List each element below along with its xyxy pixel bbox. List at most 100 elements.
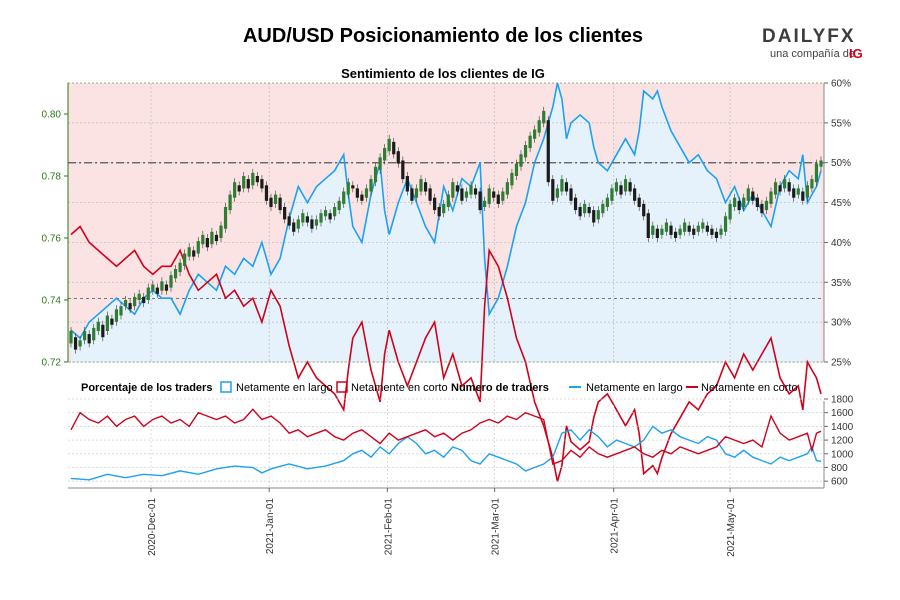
legend-num-short-label: Netamente en corto: [701, 382, 798, 394]
candle-body: [119, 306, 123, 316]
candle-body: [351, 185, 355, 189]
candle-body: [683, 222, 687, 232]
candle-body: [96, 321, 100, 331]
candle-body: [533, 129, 537, 139]
candle-body: [592, 210, 596, 223]
candle-body: [437, 207, 441, 217]
candle-body: [646, 213, 650, 238]
brand-logo: DAILYFX una compañía de IG: [762, 26, 863, 61]
candle-body: [473, 188, 478, 195]
chart-subtitle: Sentimiento de los clientes de IG: [341, 66, 545, 81]
candle-body: [678, 228, 682, 235]
candle-body: [396, 151, 400, 164]
candle-body: [455, 185, 459, 192]
candle-body: [583, 203, 587, 214]
candle-body: [160, 281, 164, 291]
sub-tick-label: 1200: [831, 436, 854, 447]
candle-body: [337, 200, 341, 211]
candle-body: [587, 207, 591, 214]
candle-body: [669, 225, 673, 235]
traders-long-line: [70, 425, 822, 481]
candle-body: [387, 138, 391, 152]
candle-body: [310, 219, 314, 229]
candle-body: [133, 296, 137, 307]
candle-body: [105, 315, 109, 331]
candle-body: [228, 194, 232, 211]
candle-body: [719, 228, 723, 235]
candle-body: [237, 185, 241, 192]
right-tick-label: 35%: [831, 278, 851, 289]
x-tick-label: 2021-Apr-01: [610, 498, 621, 554]
candle-body: [283, 207, 287, 220]
candle-body: [178, 262, 182, 273]
candle-body: [205, 238, 209, 248]
candle-body: [628, 182, 632, 192]
candle-body: [496, 194, 500, 204]
candle-body: [692, 228, 696, 235]
main-axes: 0.72 0.74 0.76 0.78 0.80 25% 30% 35% 40% 45% 50% 55…: [42, 79, 852, 369]
candle-body: [819, 160, 823, 167]
candle-body: [219, 225, 223, 238]
candle-body: [110, 318, 114, 325]
candle-body: [346, 182, 350, 195]
sub-tick-label: 1000: [831, 449, 854, 460]
candle-body: [492, 191, 496, 198]
candle-body: [114, 309, 119, 322]
candle-body: [569, 188, 573, 201]
candle-body: [87, 334, 91, 344]
candle-body: [742, 197, 746, 207]
candle-body: [278, 197, 282, 211]
long-sentiment-area: [71, 83, 821, 362]
candle-body: [801, 191, 805, 201]
sub-tick-label: 600: [831, 477, 848, 488]
candle-body: [260, 179, 264, 189]
candle-body: [737, 200, 741, 211]
left-tick-label: 0.78: [42, 172, 62, 183]
candle-body: [123, 300, 128, 307]
candle-body: [787, 182, 791, 192]
candle-body: [378, 157, 382, 170]
candle-body: [83, 331, 87, 341]
candle-body: [610, 188, 614, 201]
candle-body: [614, 182, 619, 192]
candle-body: [155, 287, 159, 294]
candle-body: [146, 287, 150, 300]
sub-tick-label: 1600: [831, 408, 854, 419]
candle-body: [369, 179, 373, 192]
candle-body: [701, 222, 705, 229]
candle-body: [128, 303, 132, 310]
candle-body: [573, 197, 578, 211]
candle-body: [664, 222, 669, 232]
candle-body: [355, 188, 359, 198]
candle-body: [660, 228, 664, 235]
right-tick-label: 55%: [831, 118, 851, 129]
candle-body: [328, 213, 332, 220]
candle-body: [428, 188, 432, 201]
candle-body: [342, 191, 346, 204]
candle-body: [483, 200, 487, 207]
plot-frame: [67, 82, 825, 363]
candle-body: [301, 213, 305, 223]
right-tick-label: 40%: [831, 238, 851, 249]
candle-body: [323, 210, 328, 217]
legend-long-label: Netamente en largo: [236, 382, 333, 394]
candle-body: [805, 185, 809, 198]
legend-long-swatch: [220, 381, 232, 393]
x-tick-label: 2021-Mar-01: [491, 498, 502, 556]
candle-body: [419, 179, 423, 192]
right-tick-label: 25%: [831, 358, 851, 369]
candle-body: [655, 228, 659, 238]
candle-body: [714, 231, 719, 238]
candle-body: [623, 179, 628, 192]
x-tick-label: 2021-Jan-01: [265, 498, 276, 555]
candle-body: [519, 154, 523, 167]
candle-body: [605, 197, 609, 207]
candle-body: [173, 269, 178, 279]
candle-body: [255, 176, 259, 183]
candle-body: [78, 340, 82, 347]
candle-body: [101, 324, 105, 338]
candle-body: [510, 172, 514, 186]
candle-body: [542, 110, 546, 124]
candle-body: [69, 331, 73, 344]
candle-body: [637, 197, 641, 207]
